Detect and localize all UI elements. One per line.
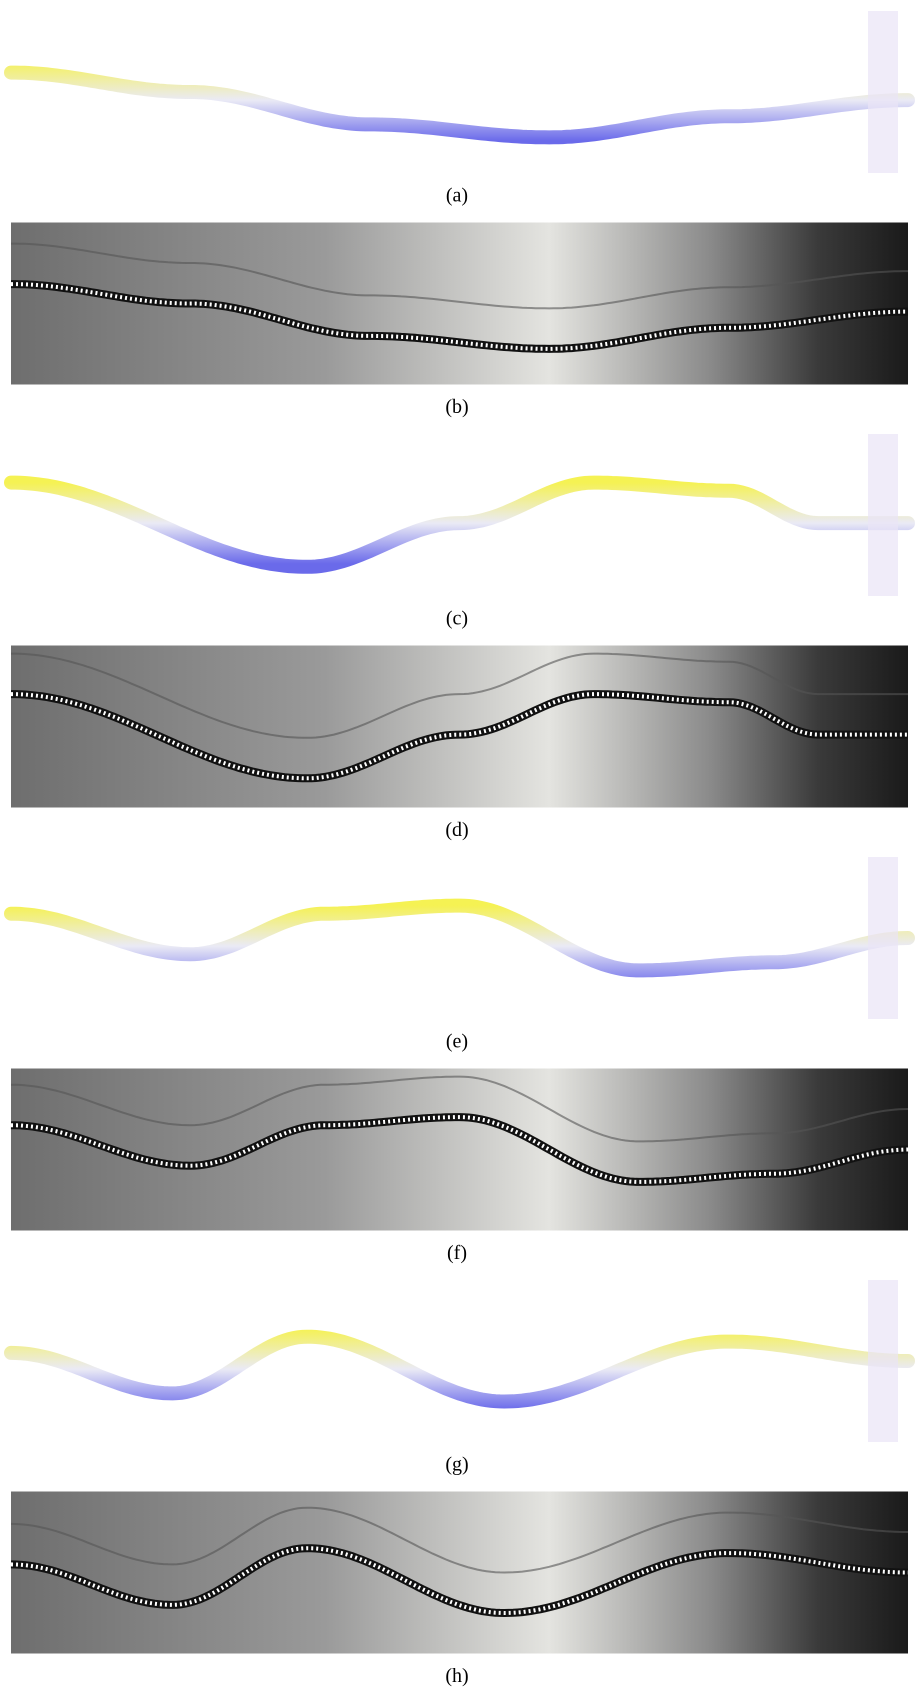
photo-background — [11, 1069, 908, 1231]
panel-label: (c) — [446, 608, 468, 630]
panel — [11, 1280, 908, 1442]
clamp-region — [868, 1280, 898, 1442]
panel — [11, 1492, 908, 1654]
panel — [11, 857, 908, 1019]
panel-label: (d) — [445, 819, 468, 841]
clamp-region — [868, 857, 898, 1019]
panel-label: (h) — [445, 1665, 468, 1687]
image-background — [11, 857, 908, 1019]
panel-label: (e) — [446, 1031, 468, 1053]
panel — [11, 646, 908, 808]
figure: (a) (b) (c) (d) (e) (f) (g) (h) — [0, 0, 915, 1702]
clamp-region — [868, 11, 898, 173]
panel — [11, 223, 908, 385]
clamp-region — [868, 434, 898, 596]
panel — [11, 1069, 908, 1231]
panel-label: (b) — [445, 396, 468, 418]
panel — [11, 434, 908, 596]
panel-label: (a) — [446, 185, 468, 207]
image-background — [11, 1280, 908, 1442]
panel — [11, 11, 908, 173]
panel-label: (g) — [445, 1454, 468, 1476]
panel-label: (f) — [447, 1242, 467, 1264]
